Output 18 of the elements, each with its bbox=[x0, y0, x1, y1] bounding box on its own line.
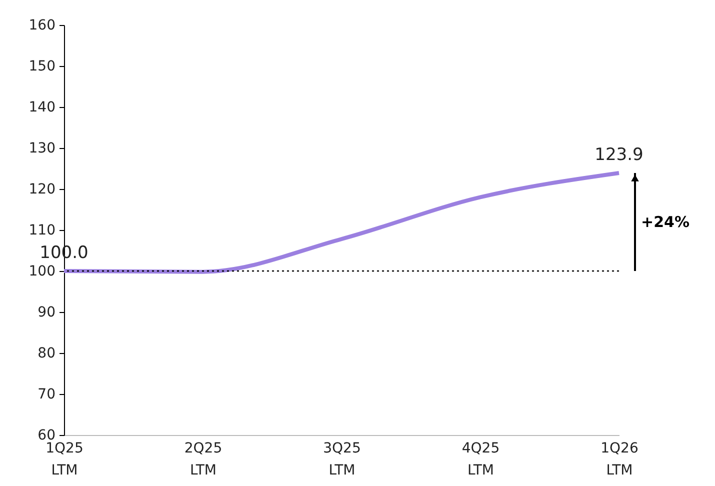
y-tick-label: 60 bbox=[38, 428, 56, 444]
x-tick-label: 3Q25 LTM bbox=[323, 440, 361, 478]
x-tick-label: 1Q25 LTM bbox=[46, 440, 84, 478]
y-tick-label: 80 bbox=[38, 346, 56, 362]
x-tick-label: 2Q25 LTM bbox=[184, 440, 222, 478]
y-tick-label: 160 bbox=[28, 18, 56, 34]
x-tick-label: 1Q26 LTM bbox=[600, 440, 638, 478]
y-tick-label: 90 bbox=[38, 304, 56, 320]
y-tick-label: 150 bbox=[28, 58, 56, 74]
x-tick-label: 4Q25 LTM bbox=[462, 440, 500, 478]
y-tick-label: 70 bbox=[38, 386, 56, 402]
data-label: 123.9 bbox=[594, 145, 644, 166]
y-tick-label: 130 bbox=[28, 140, 56, 156]
y-tick-label: 100 bbox=[28, 264, 56, 280]
text: +24% bbox=[641, 213, 690, 232]
y-tick-label: 120 bbox=[28, 182, 56, 198]
y-tick-label: 110 bbox=[28, 222, 56, 238]
y-tick-label: 140 bbox=[28, 100, 56, 116]
